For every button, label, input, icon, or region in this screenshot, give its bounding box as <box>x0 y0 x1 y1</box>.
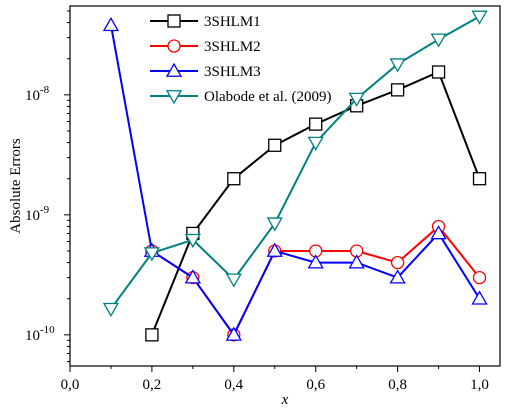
data-point <box>143 247 161 262</box>
data-point <box>266 217 283 232</box>
x-tick-label: 0,4 <box>224 377 243 393</box>
data-point <box>309 117 323 131</box>
data-point <box>348 92 365 107</box>
data-point <box>102 302 120 318</box>
legend-label: 3SHLM3 <box>204 64 261 80</box>
x-tick-label: 0,2 <box>143 377 162 393</box>
y-axis-title: Absolute Errors <box>8 138 24 234</box>
legend-marker <box>167 14 181 28</box>
data-point <box>184 269 201 284</box>
x-tick-label: 1,0 <box>470 377 489 393</box>
series-3 <box>102 10 488 318</box>
series-line <box>110 15 480 310</box>
data-point <box>471 10 488 25</box>
data-point <box>389 269 406 284</box>
data-point <box>431 65 446 79</box>
data-point <box>430 33 447 48</box>
y-tick-label: 10 <box>25 328 40 344</box>
data-point <box>472 270 487 285</box>
data-point <box>268 138 282 152</box>
legend-label: Olabode et al. (2009) <box>204 89 331 105</box>
legend-marker <box>165 62 183 77</box>
data-point <box>390 83 405 97</box>
data-point <box>225 326 242 341</box>
y-tick-label: 10 <box>25 208 40 224</box>
data-point <box>184 233 201 249</box>
data-point <box>266 242 283 257</box>
plot-frame <box>69 5 501 367</box>
x-tick-label: 0,8 <box>388 377 407 393</box>
series-line <box>150 70 481 336</box>
data-point <box>227 172 241 186</box>
legend-item: 3SHLM2 <box>150 39 261 55</box>
legend-marker <box>167 39 181 53</box>
y-tick-label: 10 <box>25 88 40 104</box>
data-point <box>390 255 405 270</box>
series-0 <box>145 65 487 342</box>
data-point <box>471 290 488 305</box>
series-2 <box>102 16 488 341</box>
y-tick-mantissa: 10 <box>25 88 40 104</box>
y-tick-exponent: -9 <box>40 204 50 216</box>
data-point <box>225 273 242 288</box>
legend-label: 3SHLM1 <box>204 14 261 30</box>
y-tick-exponent: -8 <box>40 84 50 96</box>
legend-label: 3SHLM2 <box>204 39 261 55</box>
series-line <box>110 25 481 337</box>
legend-item: 3SHLM1 <box>150 14 261 30</box>
data-point <box>145 328 159 342</box>
data-point <box>307 136 324 151</box>
data-point <box>102 16 120 32</box>
y-tick-mantissa: 10 <box>25 208 40 224</box>
data-point <box>307 254 324 269</box>
data-point <box>348 254 365 269</box>
legend-marker <box>165 90 183 105</box>
x-axis-title: x <box>281 392 289 408</box>
x-tick-label: 0,6 <box>306 377 325 393</box>
legend-item: Olabode et al. (2009) <box>150 89 331 105</box>
data-point <box>430 225 447 240</box>
data-point <box>389 58 406 73</box>
data-point <box>472 172 487 186</box>
y-tick-mantissa: 10 <box>25 328 40 344</box>
x-tick-label: 0,0 <box>61 377 80 393</box>
legend-item: 3SHLM3 <box>150 62 261 80</box>
y-tick-exponent: -10 <box>40 324 55 336</box>
